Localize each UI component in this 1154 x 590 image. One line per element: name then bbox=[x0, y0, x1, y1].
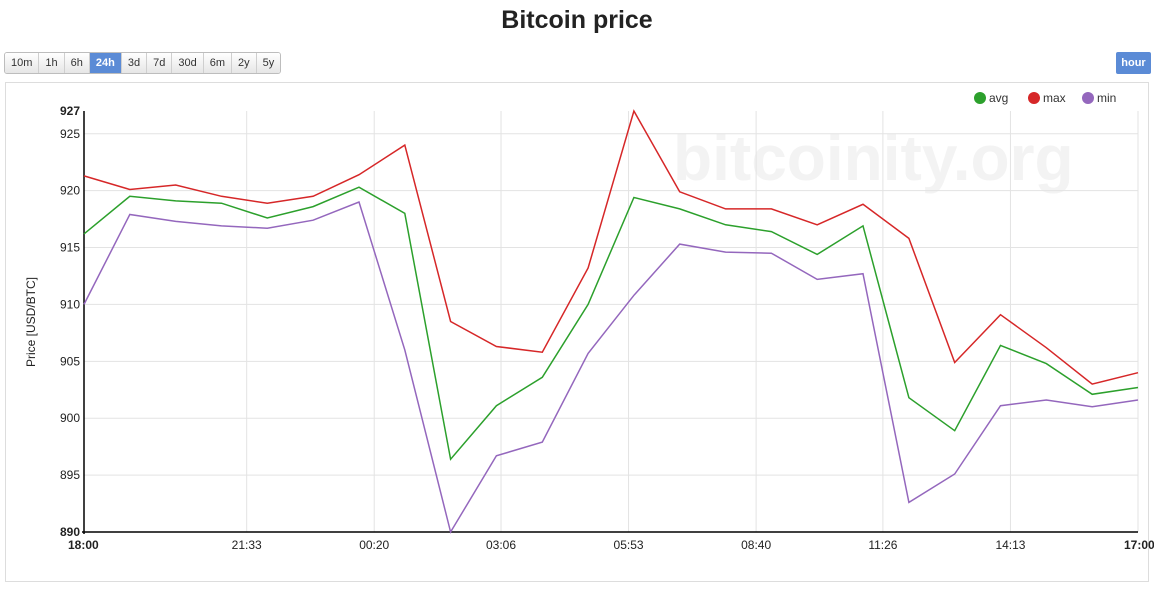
x-tick-label: 17:00 bbox=[1124, 538, 1154, 552]
x-tick-label: 00:20 bbox=[359, 538, 389, 552]
y-tick-label: 900 bbox=[60, 411, 80, 425]
x-tick-label: 21:33 bbox=[232, 538, 262, 552]
y-tick-label: 890 bbox=[60, 525, 80, 539]
legend-marker-avg bbox=[974, 92, 986, 104]
range-button-30d[interactable]: 30d bbox=[172, 53, 204, 73]
x-tick-label: 03:06 bbox=[486, 538, 516, 552]
x-tick-label: 11:26 bbox=[868, 538, 897, 552]
series-line-avg bbox=[83, 186, 1139, 461]
x-tick-label: 18:00 bbox=[68, 538, 99, 552]
y-tick-label: 910 bbox=[60, 297, 80, 311]
y-tick-label: 905 bbox=[60, 354, 80, 368]
range-button-1h[interactable]: 1h bbox=[39, 53, 65, 73]
legend-label-min: min bbox=[1097, 91, 1116, 105]
range-button-10m[interactable]: 10m bbox=[5, 53, 40, 73]
x-tick-label: 05:53 bbox=[614, 538, 644, 552]
legend-marker-max bbox=[1028, 92, 1040, 104]
y-axis-ticks: 890 895 900 905 910 915 920 925 927 bbox=[60, 104, 80, 539]
x-axis-ticks: 18:00 21:33 00:20 03:06 05:53 08:40 11:26 14:13… bbox=[68, 538, 1154, 552]
legend-label-max: max bbox=[1043, 91, 1066, 105]
range-button-2y[interactable]: 2y bbox=[232, 53, 257, 73]
range-button-6m[interactable]: 6m bbox=[203, 53, 233, 73]
y-tick-label: 920 bbox=[60, 184, 80, 198]
y-tick-label: 895 bbox=[60, 468, 80, 482]
y-tick-label: 915 bbox=[60, 241, 80, 255]
range-button-6h[interactable]: 6h bbox=[64, 53, 90, 73]
range-button-3d[interactable]: 3d bbox=[121, 53, 148, 73]
interval-unit-button[interactable]: hour bbox=[1116, 52, 1151, 74]
x-tick-label: 08:40 bbox=[741, 538, 771, 552]
page-title: Bitcoin price bbox=[501, 6, 653, 34]
series-line-max bbox=[83, 109, 1139, 385]
y-tick-label: 925 bbox=[60, 127, 80, 141]
chart-resize-handle[interactable] bbox=[562, 581, 592, 590]
range-button-5y[interactable]: 5y bbox=[256, 53, 281, 73]
watermark-text: bitcoinity.org bbox=[673, 122, 1074, 194]
y-axis-label: Price [USD/BTC] bbox=[24, 277, 38, 367]
x-tick-label: 14:13 bbox=[995, 538, 1025, 552]
range-button-7d[interactable]: 7d bbox=[147, 53, 173, 73]
chart-legend: avg max min bbox=[974, 91, 1116, 105]
grid-lines bbox=[82, 111, 1139, 534]
range-button-24h[interactable]: 24h bbox=[89, 53, 122, 73]
legend-label-avg: avg bbox=[989, 91, 1008, 105]
y-tick-label: 927 bbox=[60, 104, 80, 118]
time-range-selector: 10m 1h 6h 24h 3d 7d 30d 6m 2y 5y bbox=[4, 52, 282, 74]
series-line-min bbox=[83, 201, 1139, 534]
series-lines bbox=[83, 109, 1139, 534]
legend-marker-min bbox=[1082, 92, 1094, 104]
